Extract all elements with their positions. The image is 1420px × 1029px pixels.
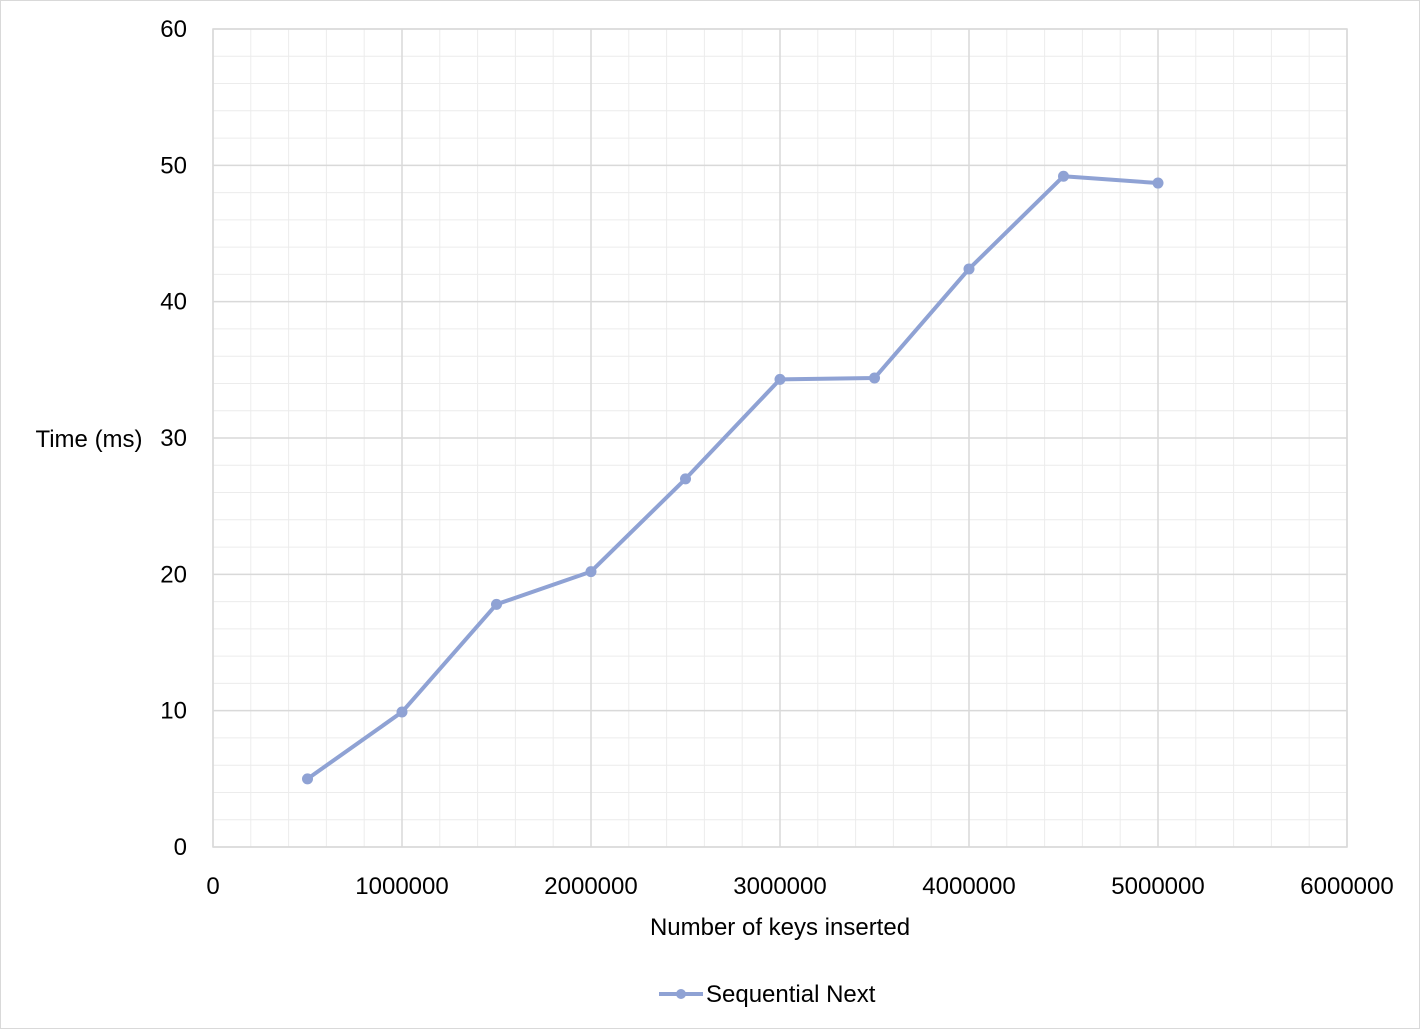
y-tick-label: 0 xyxy=(174,834,187,861)
x-tick-label: 6000000 xyxy=(1300,873,1393,900)
x-axis-tick-labels: 0 1000000 2000000 3000000 4000000 5000000 6000… xyxy=(206,873,1393,900)
x-tick-label: 4000000 xyxy=(922,873,1015,900)
x-tick-label: 3000000 xyxy=(733,873,826,900)
plot-area-border xyxy=(212,28,1348,848)
y-axis-tick-labels: 0 10 20 30 40 50 60 xyxy=(160,16,187,861)
plot-area xyxy=(212,28,1348,848)
legend: Sequential Next xyxy=(659,981,876,1008)
y-tick-label: 40 xyxy=(160,289,187,316)
data-point xyxy=(963,263,975,275)
data-point xyxy=(869,372,880,384)
data-point xyxy=(491,598,502,610)
y-tick-label: 60 xyxy=(160,16,187,43)
x-tick-label: 0 xyxy=(206,873,219,900)
y-tick-label: 50 xyxy=(160,152,187,179)
y-tick-label: 20 xyxy=(160,561,187,588)
data-point xyxy=(774,373,786,385)
data-point xyxy=(1058,170,1069,182)
y-axis-title: Time (ms) xyxy=(35,426,142,453)
data-point xyxy=(585,566,597,578)
data-point xyxy=(302,773,313,785)
y-tick-label: 10 xyxy=(160,698,187,725)
legend-marker-swatch xyxy=(676,989,686,999)
series-layer xyxy=(302,170,1164,785)
data-point xyxy=(396,706,408,718)
x-axis-title: Number of keys inserted xyxy=(650,914,910,941)
legend-label-sequential-next: Sequential Next xyxy=(706,981,876,1008)
x-tick-label: 1000000 xyxy=(355,873,448,900)
data-point xyxy=(1152,177,1164,189)
data-point xyxy=(680,473,691,485)
x-tick-label: 5000000 xyxy=(1111,873,1204,900)
y-tick-label: 30 xyxy=(160,425,187,452)
x-tick-label: 2000000 xyxy=(544,873,637,900)
series-line-sequential-next xyxy=(305,174,1160,781)
